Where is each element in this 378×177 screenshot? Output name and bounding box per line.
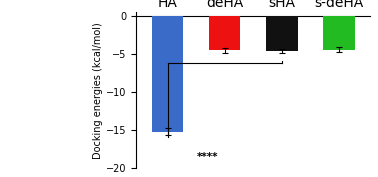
Bar: [209, 16, 240, 50]
Text: ****: ****: [197, 152, 218, 162]
Bar: [152, 16, 183, 132]
Bar: [323, 16, 355, 50]
Y-axis label: Docking energies (kcal/mol): Docking energies (kcal/mol): [93, 22, 103, 159]
Bar: [266, 16, 297, 51]
